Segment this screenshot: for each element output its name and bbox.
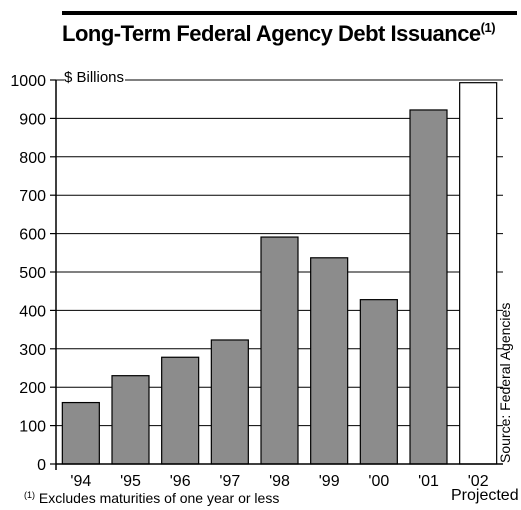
x-tick-label: '01: [418, 473, 439, 490]
x-tick-label: '96: [170, 473, 191, 490]
bar: [161, 356, 200, 465]
y-tick-label: 700: [19, 188, 46, 205]
y-tick-label: 300: [19, 342, 46, 359]
y-tick-label: 400: [19, 303, 46, 320]
bar: [409, 109, 448, 465]
x-tick-label: '97: [219, 473, 240, 490]
bar: [359, 299, 398, 465]
footnote: (1) Excludes maturities of one year or l…: [24, 490, 280, 506]
title-rule: [62, 11, 517, 15]
y-tick-label: 100: [19, 419, 46, 436]
y-tick-label: 900: [19, 111, 46, 128]
unit-label: $ Billions: [64, 69, 126, 86]
bar-projected: [459, 82, 498, 465]
y-tick-label: 600: [19, 227, 46, 244]
y-tick-label: 200: [19, 380, 46, 397]
bar: [111, 375, 150, 465]
x-tick-label: '94: [70, 473, 91, 490]
y-tick-label: 1000: [10, 73, 46, 90]
y-tick-label: 500: [19, 265, 46, 282]
y-tick-label: 0: [37, 457, 46, 474]
x-tick-label: '95: [120, 473, 141, 490]
bar: [210, 339, 249, 465]
y-tick-label: 800: [19, 150, 46, 167]
source-note: Source: Federal Agencies: [497, 302, 513, 463]
x-tick-label: '02: [468, 473, 489, 490]
bar: [260, 236, 299, 465]
x-tick-label: '98: [269, 473, 290, 490]
bar: [61, 401, 100, 465]
x-tick-label: '00: [368, 473, 389, 490]
x-tick-label: '99: [319, 473, 340, 490]
bar: [310, 257, 349, 465]
chart-title: Long-Term Federal Agency Debt Issuance(1…: [62, 20, 496, 46]
projected-label: Projected: [451, 487, 519, 504]
